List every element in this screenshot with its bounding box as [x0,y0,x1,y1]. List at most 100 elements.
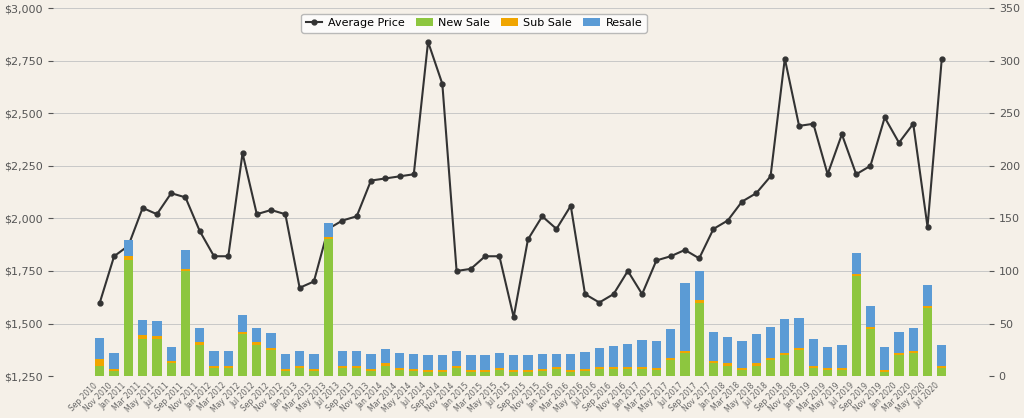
Bar [866,306,876,327]
Average Price [508,315,520,320]
Bar [381,364,390,366]
Bar [809,366,818,368]
Average Price [365,178,377,183]
Bar [595,348,604,367]
Bar [809,368,818,376]
Bar [595,369,604,376]
Bar [153,321,162,336]
Bar [680,353,689,376]
Bar [410,369,419,371]
Bar [709,332,718,362]
Bar [495,370,504,376]
Bar [281,369,290,371]
Bar [395,368,404,370]
Bar [666,360,675,376]
Bar [338,351,347,366]
Bar [281,371,290,376]
Bar [666,329,675,358]
Bar [209,368,219,376]
Bar [223,351,232,366]
Bar [838,344,847,368]
Bar [452,368,461,376]
Bar [937,368,946,376]
Bar [908,353,918,376]
Bar [709,364,718,376]
Bar [566,370,575,372]
Bar [795,348,804,350]
Bar [324,237,333,240]
Bar [880,372,889,376]
Bar [437,355,446,370]
Bar [196,344,205,376]
Bar [766,358,775,360]
Bar [894,353,903,355]
Bar [694,301,703,303]
Average Price [93,300,105,305]
Bar [737,370,746,376]
Bar [680,351,689,353]
Bar [423,370,433,372]
Bar [110,353,119,369]
Bar [138,339,147,376]
Bar [509,355,518,370]
Bar [410,354,419,369]
Bar [780,319,790,353]
Average Price [308,279,321,284]
Bar [552,369,561,376]
Bar [324,223,333,237]
Bar [338,366,347,368]
Bar [452,351,461,366]
Bar [838,370,847,376]
Bar [209,366,219,368]
Bar [181,250,190,269]
Bar [823,347,833,368]
Bar [566,354,575,370]
Bar [624,344,633,367]
Bar [737,368,746,370]
Bar [124,260,133,376]
Bar [795,350,804,376]
Bar [666,358,675,360]
Bar [395,370,404,376]
Bar [894,332,903,353]
Bar [480,372,489,376]
Bar [581,352,590,369]
Bar [908,351,918,353]
Bar [252,328,261,342]
Bar [480,370,489,372]
Bar [295,366,304,368]
Bar [866,329,876,376]
Bar [252,344,261,376]
Bar [95,359,104,366]
Bar [609,369,618,376]
Bar [138,335,147,339]
Bar [452,366,461,368]
Bar [352,351,361,366]
Bar [95,366,104,376]
Bar [737,342,746,368]
Bar [651,370,662,376]
Bar [723,366,732,376]
Bar [223,366,232,368]
Bar [752,334,761,364]
Bar [694,271,703,301]
Bar [223,368,232,376]
Bar [923,285,932,306]
Bar [538,354,547,369]
Bar [937,366,946,368]
Bar [238,315,247,332]
Bar [309,354,318,369]
Bar [167,364,176,376]
Average Price [237,151,249,156]
Bar [923,306,932,308]
Bar [638,340,647,367]
Bar [609,367,618,369]
Bar [367,371,376,376]
Bar [723,337,732,364]
Line: Average Price: Average Price [97,39,944,320]
Bar [124,256,133,260]
Bar [795,318,804,348]
Bar [752,366,761,376]
Bar [651,342,662,368]
Bar [124,240,133,256]
